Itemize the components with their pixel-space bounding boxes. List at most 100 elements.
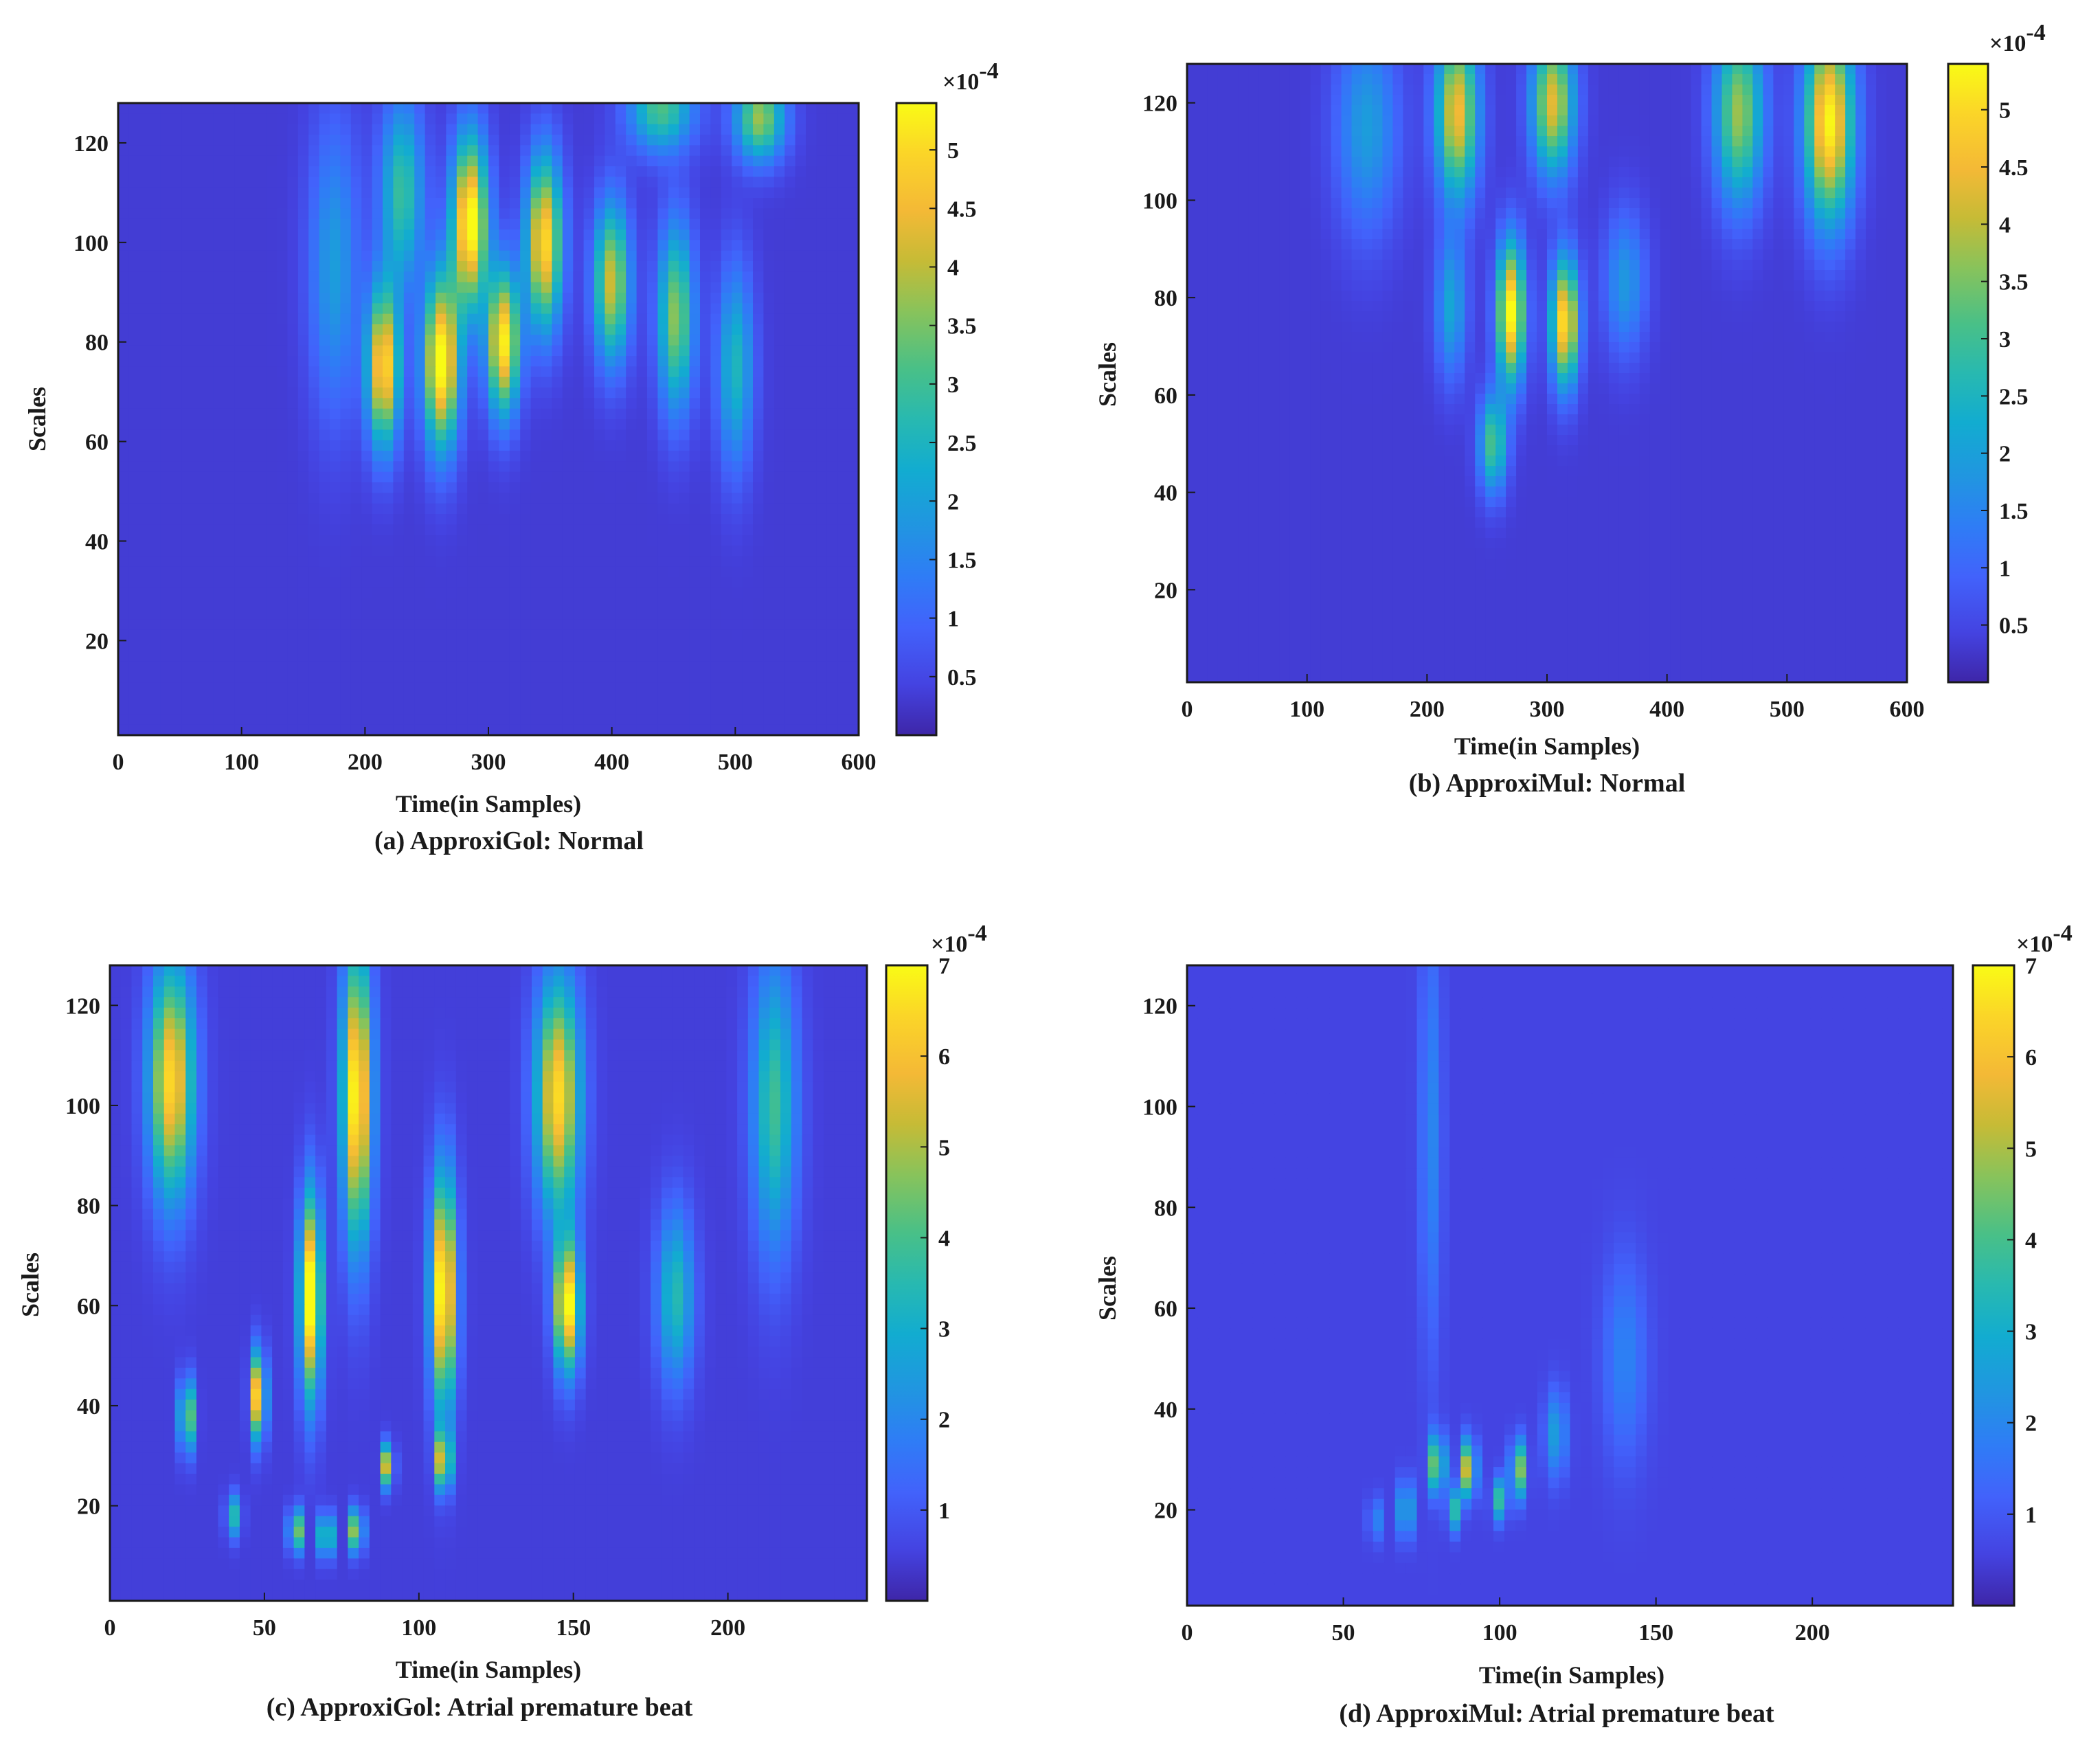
heatmap-cell [509,546,521,557]
heatmap-cell [848,704,859,715]
heatmap-cell [657,387,669,398]
heatmap-cell [763,324,775,335]
heatmap-cell [679,377,690,388]
heatmap-cell [499,524,510,536]
heatmap-cell [774,408,785,420]
heatmap-cell [583,177,595,188]
heatmap-cell [530,124,542,135]
heatmap-cell [1300,74,1311,85]
heatmap-cell [753,103,764,114]
heatmap-cell [732,398,743,409]
heatmap-cell [668,135,679,146]
heatmap-cell [700,535,711,546]
heatmap-cell [414,471,426,483]
heatmap-cell [806,693,817,704]
heatmap-cell [1310,167,1322,178]
heatmap-cell [403,440,415,451]
heatmap-cell [594,419,605,430]
heatmap-cell [1310,95,1322,106]
heatmap-cell [657,651,669,662]
heatmap-cell [330,482,341,493]
heatmap-cell [330,682,341,694]
heatmap-cell [425,514,436,525]
heatmap-cell [636,398,648,409]
heatmap-cell [372,503,383,515]
heatmap-cell [118,693,129,704]
heatmap-cell [679,440,690,451]
heatmap-cell [552,377,563,388]
heatmap-cell [806,524,817,536]
heatmap-cell [330,672,341,683]
heatmap-cell [826,408,838,420]
heatmap-cell [1577,126,1589,137]
heatmap-cell [795,398,806,409]
heatmap-cell [403,556,415,568]
heatmap-cell [573,546,585,557]
heatmap-cell [1557,136,1568,147]
heatmap-cell [1649,95,1661,106]
heatmap-cell [128,619,140,631]
heatmap-cell [647,471,658,483]
heatmap-cell [160,218,172,230]
heatmap-cell [1465,167,1476,178]
heatmap-cell [1763,115,1774,126]
heatmap-cell [753,451,764,462]
heatmap-cell [150,672,161,683]
heatmap-cell [837,514,849,525]
heatmap-cell [520,345,532,357]
heatmap-cell [700,471,711,483]
heatmap-cell [393,693,405,704]
heatmap-cell [763,293,775,304]
heatmap-cell [837,103,849,114]
heatmap-cell [1238,74,1250,85]
heatmap-cell [213,145,225,157]
heatmap-cell [1434,115,1445,126]
heatmap-cell [689,324,701,335]
heatmap-cell [297,166,309,177]
heatmap-cell [446,451,458,462]
heatmap-cell [605,124,616,135]
heatmap-cell [806,619,817,631]
heatmap-cell [848,313,859,325]
heatmap-cell [647,461,658,473]
heatmap-cell [1300,85,1311,96]
panel-a-cb-times: ×10 [942,69,979,95]
heatmap-cell [245,124,256,135]
heatmap-cell [287,640,299,651]
heatmap-cell [848,514,859,525]
heatmap-cell [499,482,510,493]
heatmap-cell [774,546,785,557]
heatmap-cell [689,451,701,462]
heatmap-cell [150,471,161,483]
heatmap-cell [1763,126,1774,137]
heatmap-cell [1608,95,1620,106]
heatmap-cell [499,335,510,346]
heatmap-cell [171,566,182,578]
heatmap-cell [203,451,214,462]
heatmap-cell [203,177,214,188]
heatmap-cell [732,461,743,473]
heatmap-cell [763,240,775,251]
heatmap-cell [319,577,330,588]
heatmap-cell [721,629,732,641]
heatmap-cell [679,135,690,146]
heatmap-cell [668,419,679,430]
x-tick-label: 400 [594,750,629,775]
heatmap-cell [848,208,859,220]
heatmap-cell [1238,126,1250,137]
heatmap-cell [499,218,510,230]
heatmap-cell [425,672,436,683]
heatmap-cell [436,345,447,357]
heatmap-cell [700,356,711,367]
heatmap-cell [806,271,817,283]
heatmap-cell [732,124,743,135]
heatmap-cell [1279,115,1291,126]
heatmap-cell [668,208,679,220]
heatmap-cell [615,124,626,135]
heatmap-cell [615,524,626,536]
heatmap-cell [784,356,796,367]
heatmap-cell [657,493,669,504]
heatmap-cell [393,229,405,240]
heatmap-cell [1608,64,1620,75]
heatmap-cell [1649,126,1661,137]
